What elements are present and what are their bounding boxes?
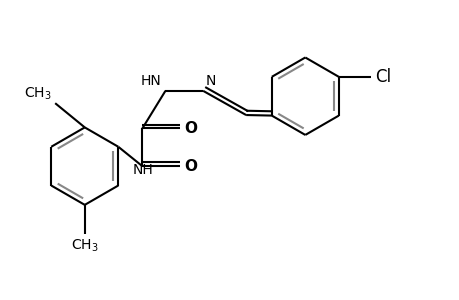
Text: CH$_3$: CH$_3$ [24, 85, 51, 102]
Text: HN: HN [140, 74, 161, 88]
Text: Cl: Cl [374, 68, 390, 86]
Text: N: N [205, 74, 216, 88]
Text: NH: NH [133, 163, 153, 177]
Text: O: O [184, 159, 197, 174]
Text: O: O [184, 121, 197, 136]
Text: CH$_3$: CH$_3$ [71, 237, 98, 253]
